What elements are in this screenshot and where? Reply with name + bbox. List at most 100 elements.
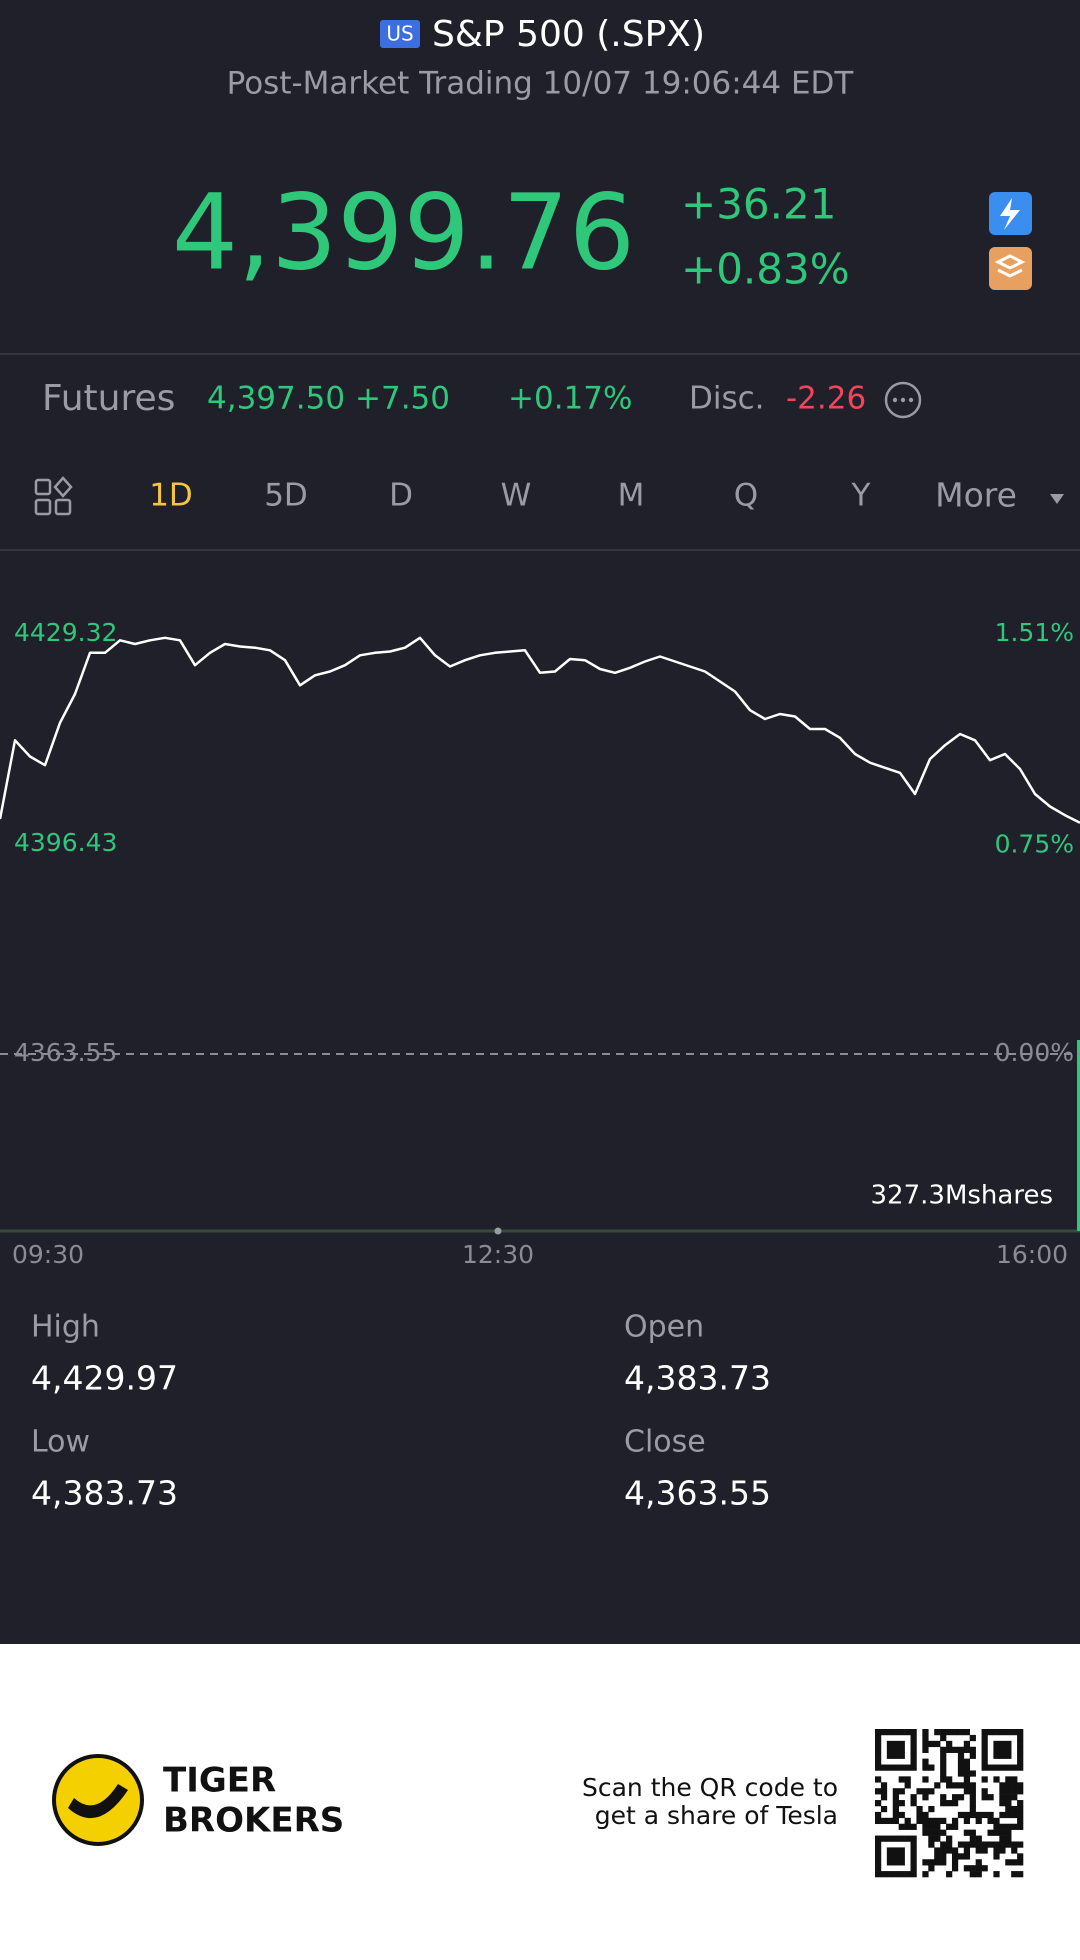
qr-module [875,1764,882,1771]
qr-module [892,1794,899,1801]
qr-module [922,1746,929,1753]
tab[interactable]: D [389,478,413,514]
disc-value: -2.26 [786,381,866,417]
qr-module [987,1817,994,1825]
qr-module [987,1841,994,1848]
qr-module [1005,1740,1012,1748]
qr-module [951,1746,959,1753]
qr-module [916,1805,923,1813]
qr-module [934,1817,941,1825]
dot [900,397,906,403]
qr-module [910,1729,917,1736]
qr-module [1005,1841,1012,1848]
qr-module [886,1740,894,1748]
price: 4,399.76 [172,171,635,293]
time-label: 16:00 [996,1240,1068,1269]
qr-module [963,1841,971,1848]
y2-tick-label: 1.51% [995,618,1074,647]
tab[interactable]: More [935,476,1017,515]
qr-module [975,1817,982,1825]
qr-module [892,1835,899,1842]
qr-module [922,1758,929,1765]
change: +36.21 [681,180,836,229]
tab[interactable]: W [501,478,532,514]
qr-module [910,1800,917,1807]
qr-module [934,1740,941,1748]
tab[interactable]: M [618,478,645,514]
qr-module [904,1776,911,1783]
qr-module [981,1764,988,1771]
time-label: 12:30 [462,1240,534,1269]
volume-label: 327.3Mshares [871,1181,1053,1211]
tab[interactable]: 1D [149,478,193,514]
title: S&P 500 (.SPX) [432,14,705,55]
tab[interactable]: Q [734,478,758,514]
qr-module [1017,1841,1024,1848]
qr-module [875,1865,882,1872]
qr-module [963,1746,971,1753]
qr-module [886,1847,894,1854]
qr-module [993,1841,1000,1848]
tab[interactable]: 5D [264,478,308,514]
qr-module [999,1788,1006,1795]
qr-module [946,1847,953,1854]
tab[interactable]: Y [851,478,871,514]
qr-module [1005,1805,1012,1813]
change-pct: +0.83% [681,245,850,294]
qr-module [910,1865,917,1872]
qr-module [969,1734,976,1742]
background [0,0,1080,1644]
qr-module [886,1752,894,1759]
qr-module [1017,1859,1024,1866]
qr-module [969,1841,976,1848]
qr-module [940,1764,947,1771]
qr-module [892,1788,899,1795]
qr-module [981,1758,988,1765]
y-tick-label: 4429.32 [14,618,117,647]
qr-module [1017,1752,1024,1759]
qr-module [1005,1835,1012,1842]
qr-module [963,1865,971,1872]
stat-label: Open [624,1310,704,1345]
qr-module [957,1758,965,1765]
qr-module [940,1841,947,1848]
qr-module [940,1817,947,1825]
qr-module [987,1829,994,1836]
qr-module [898,1764,905,1771]
futures-change: +7.50 [355,381,450,417]
qr-module [969,1805,976,1813]
qr-module [981,1729,988,1736]
qr-module [875,1788,882,1795]
qr-module [1017,1811,1024,1819]
qr-module [875,1853,882,1860]
qr-module [922,1871,929,1878]
qr-module [1005,1823,1012,1830]
layout-icon[interactable] [34,476,73,516]
qr-module [880,1805,888,1813]
stat-value: 4,363.55 [624,1474,771,1513]
qr-module [910,1847,917,1854]
qr-module [1005,1746,1012,1753]
qr-module [875,1859,882,1866]
logo-stripe [68,1784,128,1819]
qr-module [999,1823,1006,1830]
qr-module [892,1853,899,1860]
qr-module [940,1770,947,1777]
qr-module [981,1788,988,1795]
qr-module [993,1847,1000,1854]
qr-module [1005,1729,1012,1736]
qr-module [975,1847,982,1854]
qr-module [957,1811,965,1819]
more-options[interactable] [884,381,922,419]
qr-module [934,1859,941,1866]
qr-module [892,1811,899,1819]
qr-module [981,1734,988,1742]
qr-module [922,1740,929,1748]
qr-module [963,1829,971,1836]
qr-module [993,1764,1000,1771]
badge-text: US [386,22,413,46]
qr-module [1017,1823,1024,1830]
qr-module [922,1829,929,1836]
qr-module [975,1865,982,1872]
